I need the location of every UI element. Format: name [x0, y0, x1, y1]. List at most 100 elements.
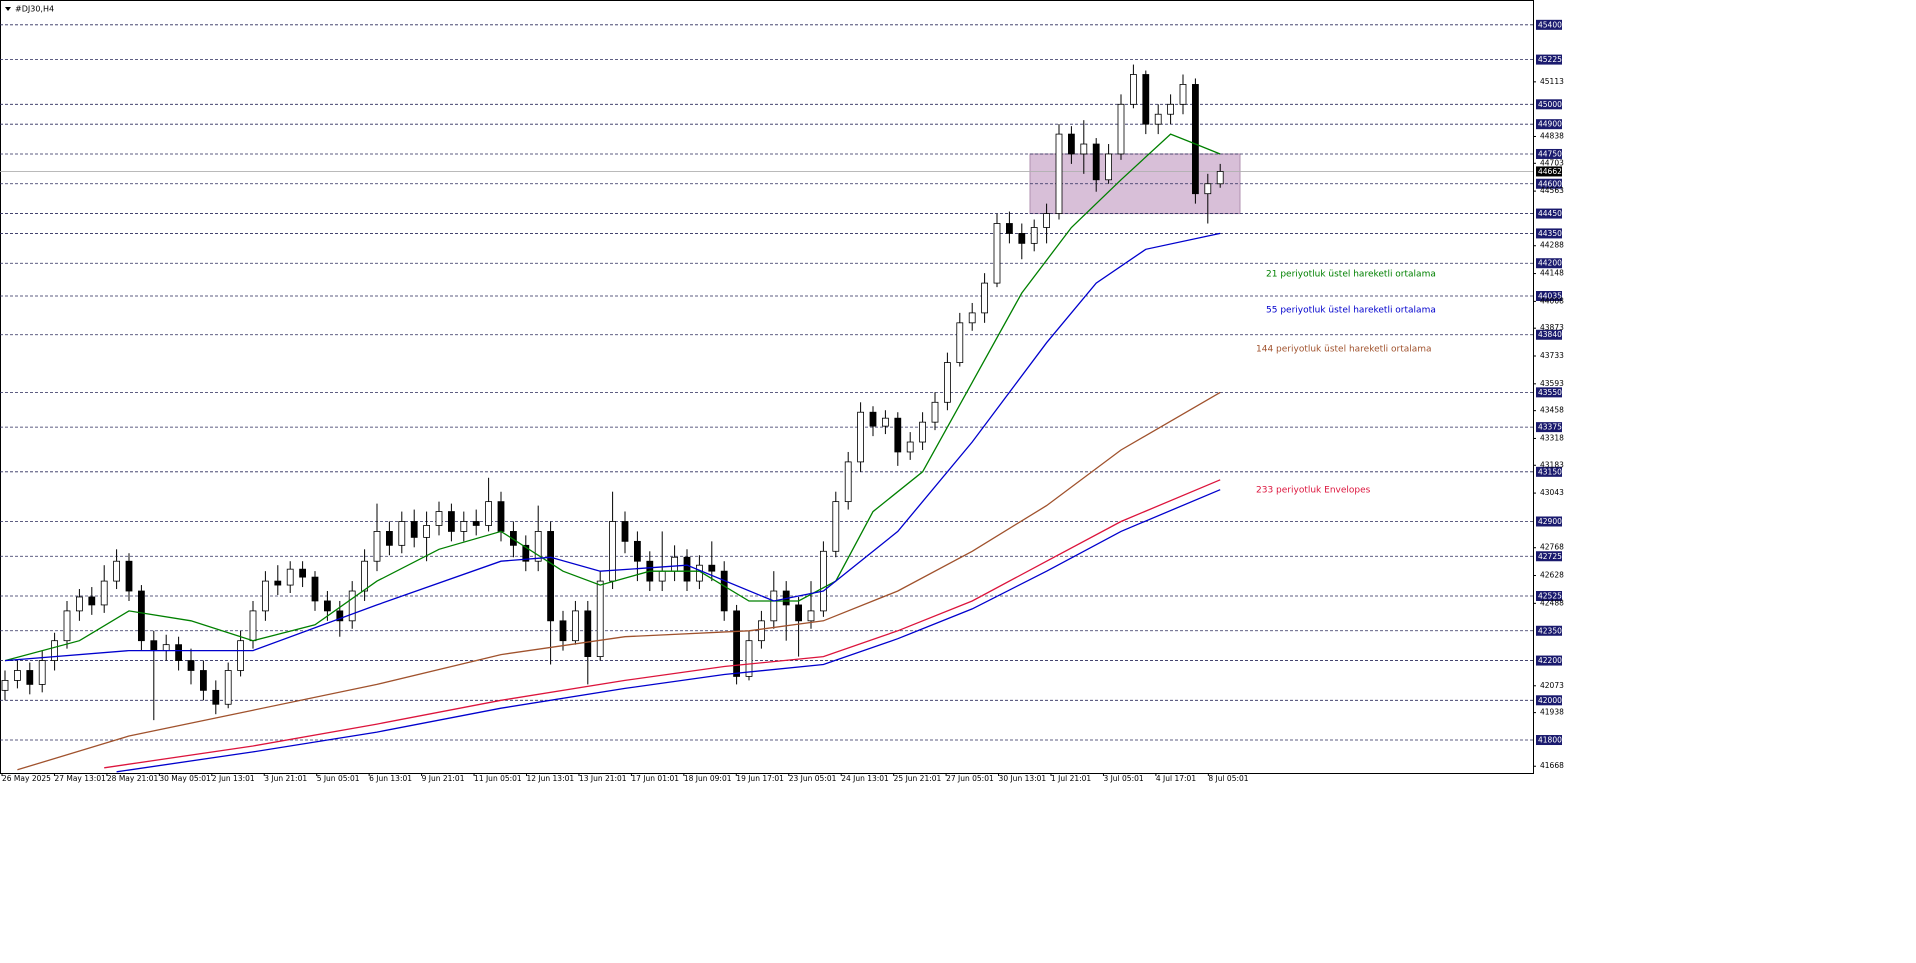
level-label-box [1536, 208, 1562, 219]
candle-body [212, 689, 220, 705]
y-tick-label: 43318 [1540, 433, 1564, 442]
y-tick-label: 41668 [1540, 761, 1564, 770]
candle-body [1154, 113, 1162, 125]
x-tick-label: 30 Jun 13:01 [999, 774, 1047, 783]
x-tick-label: 1 Jul 21:01 [1051, 774, 1091, 783]
candle-body [993, 223, 1001, 284]
level-label: 42900 [1538, 517, 1562, 526]
y-tick-label: 44703 [1540, 158, 1564, 167]
y-tick-label: 42488 [1540, 598, 1564, 607]
candle-body [1068, 133, 1075, 155]
candle-body [348, 590, 356, 622]
candle-body [237, 640, 245, 671]
candle-body [832, 501, 840, 552]
candle-body [1043, 213, 1050, 228]
candle-body [361, 560, 369, 592]
candle-body [882, 417, 889, 427]
level-label: 44450 [1538, 209, 1562, 218]
candle-body [770, 590, 778, 622]
candle-body [634, 540, 641, 562]
indicator-line [17, 391, 1221, 771]
candle-body [509, 531, 517, 546]
y-tick-label: 43458 [1540, 406, 1564, 415]
level-label: 45000 [1538, 100, 1562, 109]
candle-body [1204, 183, 1212, 195]
candle-body [286, 568, 294, 586]
indicator-legend: 233 periyotluk Envelopes [1256, 486, 1371, 496]
x-tick-label: 3 Jul 05:01 [1103, 774, 1143, 783]
candle-body [63, 610, 71, 642]
y-tick-label: 44288 [1540, 241, 1564, 250]
level-label-box [1536, 466, 1562, 477]
level-label: 44035 [1538, 292, 1562, 301]
x-tick-label: 2 Jun 13:01 [212, 774, 255, 783]
candle-body [596, 580, 604, 657]
level-label: 44350 [1538, 229, 1562, 238]
candle-body [658, 570, 666, 582]
level-label-box [1536, 99, 1562, 110]
menu-triangle[interactable] [5, 7, 11, 11]
x-tick-label: 18 Jun 09:01 [684, 774, 732, 783]
indicator-legend: 21 periyotluk üstel hareketli ortalama [1266, 270, 1436, 280]
x-tick-label: 4 Jul 17:01 [1156, 774, 1196, 783]
candle-body [609, 521, 616, 582]
level-label-box [1536, 551, 1562, 562]
candle-body [745, 640, 753, 677]
x-tick-label: 6 Jun 13:01 [369, 774, 412, 783]
candle-body [1, 680, 9, 691]
candle-body [869, 411, 877, 427]
candle-body [13, 670, 21, 681]
y-tick-label: 44148 [1540, 269, 1564, 278]
candle-body [522, 544, 530, 562]
current-price-box [1536, 166, 1562, 177]
level-label: 43550 [1538, 388, 1562, 397]
indicator-legend: 144 periyotluk üstel hareketli ortalama [1256, 345, 1432, 355]
candle-body [299, 568, 307, 578]
candle-body [125, 560, 133, 592]
candle-body [224, 670, 232, 705]
candle-body [944, 362, 951, 403]
level-label-box [1536, 228, 1562, 239]
x-tick-label: 27 May 13:01 [54, 774, 106, 783]
candle-body [758, 620, 765, 642]
level-label-box [1536, 590, 1562, 601]
candle-body [584, 610, 592, 657]
candle-body [88, 596, 96, 606]
candle-body [249, 610, 257, 642]
level-label: 44900 [1538, 120, 1562, 129]
candle-body [733, 610, 740, 677]
level-label-box [1536, 625, 1562, 636]
candle-body [1018, 233, 1026, 244]
candle-body [1092, 143, 1100, 181]
candle-body [1030, 227, 1038, 244]
candle-body [175, 644, 183, 661]
level-label: 42725 [1538, 552, 1562, 561]
x-tick-label: 19 Jun 17:01 [736, 774, 784, 783]
candle-body [956, 322, 964, 363]
candle-body [398, 521, 406, 546]
level-label-box [1536, 422, 1562, 433]
candle-body [485, 501, 493, 526]
candle-body [621, 521, 629, 542]
candle-body [423, 525, 431, 538]
candle-body [472, 521, 480, 526]
candle-body [1179, 84, 1187, 105]
candle-body [1105, 153, 1112, 181]
level-label-box [1536, 54, 1562, 65]
candle-body [1216, 171, 1224, 185]
level-label-box [1536, 655, 1562, 666]
candle-body [51, 640, 58, 661]
current-price-label: 44662 [1538, 167, 1562, 176]
y-tick-label: 44563 [1540, 186, 1564, 195]
candle-body [497, 501, 505, 532]
candle-body [76, 596, 83, 612]
candle-body [100, 580, 108, 606]
x-tick-label: 5 Jun 05:01 [317, 774, 360, 783]
x-tick-label: 11 Jun 05:01 [474, 774, 522, 783]
level-label-box [1536, 735, 1562, 746]
candle-body [857, 411, 864, 463]
candle-body [547, 531, 554, 622]
candle-body [981, 282, 988, 314]
